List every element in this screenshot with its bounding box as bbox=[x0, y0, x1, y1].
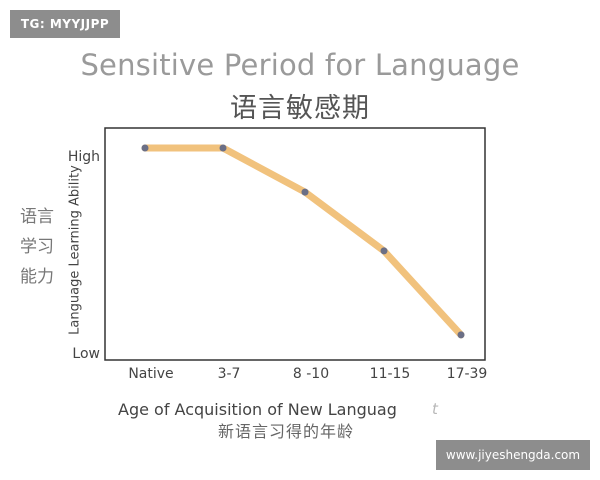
y-axis-label-chinese-line: 语言 bbox=[20, 207, 54, 227]
series-line bbox=[141, 144, 465, 339]
chart-subtitle: 语言敏感期 bbox=[230, 93, 370, 124]
x-tick-label: 17-39 bbox=[446, 366, 488, 382]
y-axis-label-chinese-line: 学习 bbox=[20, 237, 54, 257]
x-tick-label: 8 -10 bbox=[292, 366, 330, 382]
data-point bbox=[141, 144, 149, 152]
data-point bbox=[380, 247, 388, 255]
data-point bbox=[457, 331, 465, 339]
x-tick-label: Native bbox=[128, 366, 174, 382]
y-tick-low: Low bbox=[72, 346, 100, 362]
y-tick-high: High bbox=[67, 149, 100, 165]
watermark-tag: TG: MYYJJPP bbox=[10, 10, 120, 38]
x-tick-label: 11-15 bbox=[369, 366, 411, 382]
x-axis-label: Age of Acquisition of New Languag bbox=[118, 400, 397, 419]
chart-title: Sensitive Period for Language bbox=[80, 48, 520, 82]
y-axis-label-chinese: 语言 学习 能力 bbox=[20, 202, 68, 292]
plot-frame bbox=[104, 127, 486, 361]
watermark-site: www.jiyeshengda.com bbox=[436, 440, 590, 470]
data-point bbox=[219, 144, 227, 152]
y-axis-label-chinese-line: 能力 bbox=[20, 267, 54, 287]
series-layer bbox=[141, 144, 465, 339]
x-axis-label-chinese: 新语言习得的年龄 bbox=[218, 422, 355, 441]
x-tick-label: 3-7 bbox=[217, 366, 241, 382]
data-point bbox=[301, 188, 309, 196]
x-axis-label-smudged-text: t bbox=[432, 400, 439, 418]
